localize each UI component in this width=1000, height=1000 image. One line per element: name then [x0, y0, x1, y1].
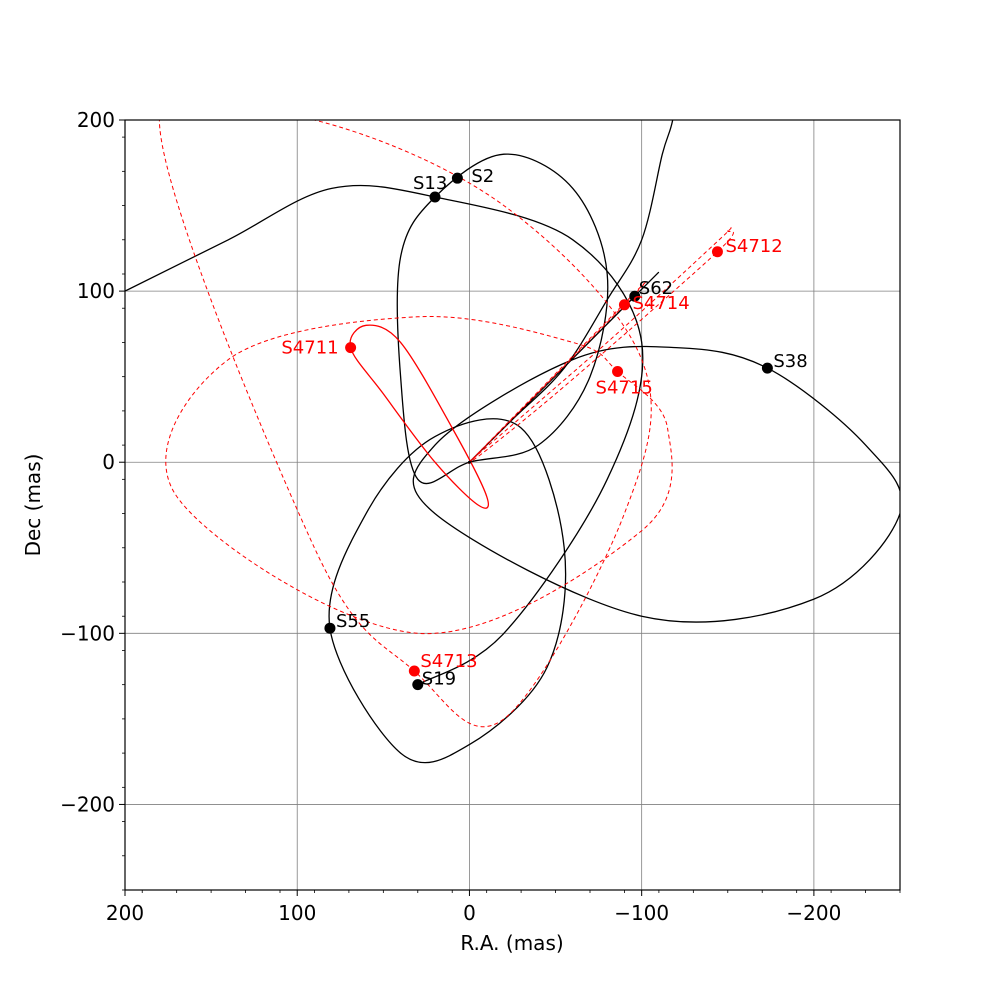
star-marker-s2 — [451, 172, 463, 184]
y-tick-label: 0 — [102, 450, 115, 474]
star-label-s62: S62 — [639, 278, 673, 299]
star-marker-s4711 — [345, 342, 357, 354]
star-marker-s55 — [324, 622, 336, 634]
star-marker-s4713 — [408, 665, 420, 677]
plot-frame — [124, 119, 901, 891]
orbit-s62 — [468, 271, 659, 463]
orbit-curves — [125, 120, 900, 764]
star-label-s4711: S4711 — [281, 338, 338, 359]
orbit-s55 — [328, 418, 567, 764]
orbit-s4711 — [349, 324, 490, 509]
y-tick-label: 100 — [77, 279, 115, 303]
star-marker-s38 — [761, 362, 773, 374]
star-marker-s13 — [429, 191, 441, 203]
star-marker-s19 — [412, 679, 424, 691]
orbit-s13 — [396, 153, 609, 485]
y-tick-label: −100 — [60, 621, 115, 645]
star-label-s13: S13 — [413, 173, 447, 194]
y-axis-label: Dec (mas) — [21, 454, 45, 557]
x-tick-label: −100 — [614, 901, 669, 925]
orbit-s38 — [412, 345, 900, 623]
star-marker-s62 — [629, 290, 641, 302]
star-label-s2: S2 — [471, 166, 494, 187]
star-marker-s4712 — [711, 246, 723, 258]
y-tick-label: −200 — [60, 792, 115, 816]
star-label-s55: S55 — [336, 611, 370, 632]
orbit-s4714 — [468, 281, 647, 463]
sgr-a-marker — [467, 460, 471, 464]
orbit-s19 — [125, 184, 644, 686]
star-label-s4713: S4713 — [420, 651, 477, 672]
orbit-s2 — [468, 120, 674, 463]
grid-lines — [124, 119, 900, 890]
star-label-s4714: S4714 — [632, 293, 689, 314]
y-tick-label: 200 — [77, 108, 115, 132]
orbit-s4715 — [165, 316, 673, 635]
x-tick-label: 200 — [106, 901, 144, 925]
x-tick-label: 0 — [463, 901, 476, 925]
star-markers: S2 S13 S62 S38 S55 S19 S4711 S4712 S4713 S4714 S47… — [281, 166, 808, 691]
star-label-s38: S38 — [773, 351, 807, 372]
orbit-s4713 — [158, 120, 652, 727]
axis-ticks: 200 100 0 −100 −200 200 100 0 −100 −200 — [60, 108, 901, 925]
x-tick-label: −200 — [786, 901, 841, 925]
star-marker-s4714 — [618, 299, 630, 311]
x-tick-label: 100 — [278, 901, 316, 925]
star-label-s19: S19 — [422, 669, 456, 690]
x-axis-label: R.A. (mas) — [460, 931, 563, 955]
star-label-s4715: S4715 — [596, 378, 653, 399]
star-marker-s4715 — [612, 366, 624, 378]
orbit-s4712 — [467, 227, 734, 464]
star-label-s4712: S4712 — [725, 236, 782, 257]
